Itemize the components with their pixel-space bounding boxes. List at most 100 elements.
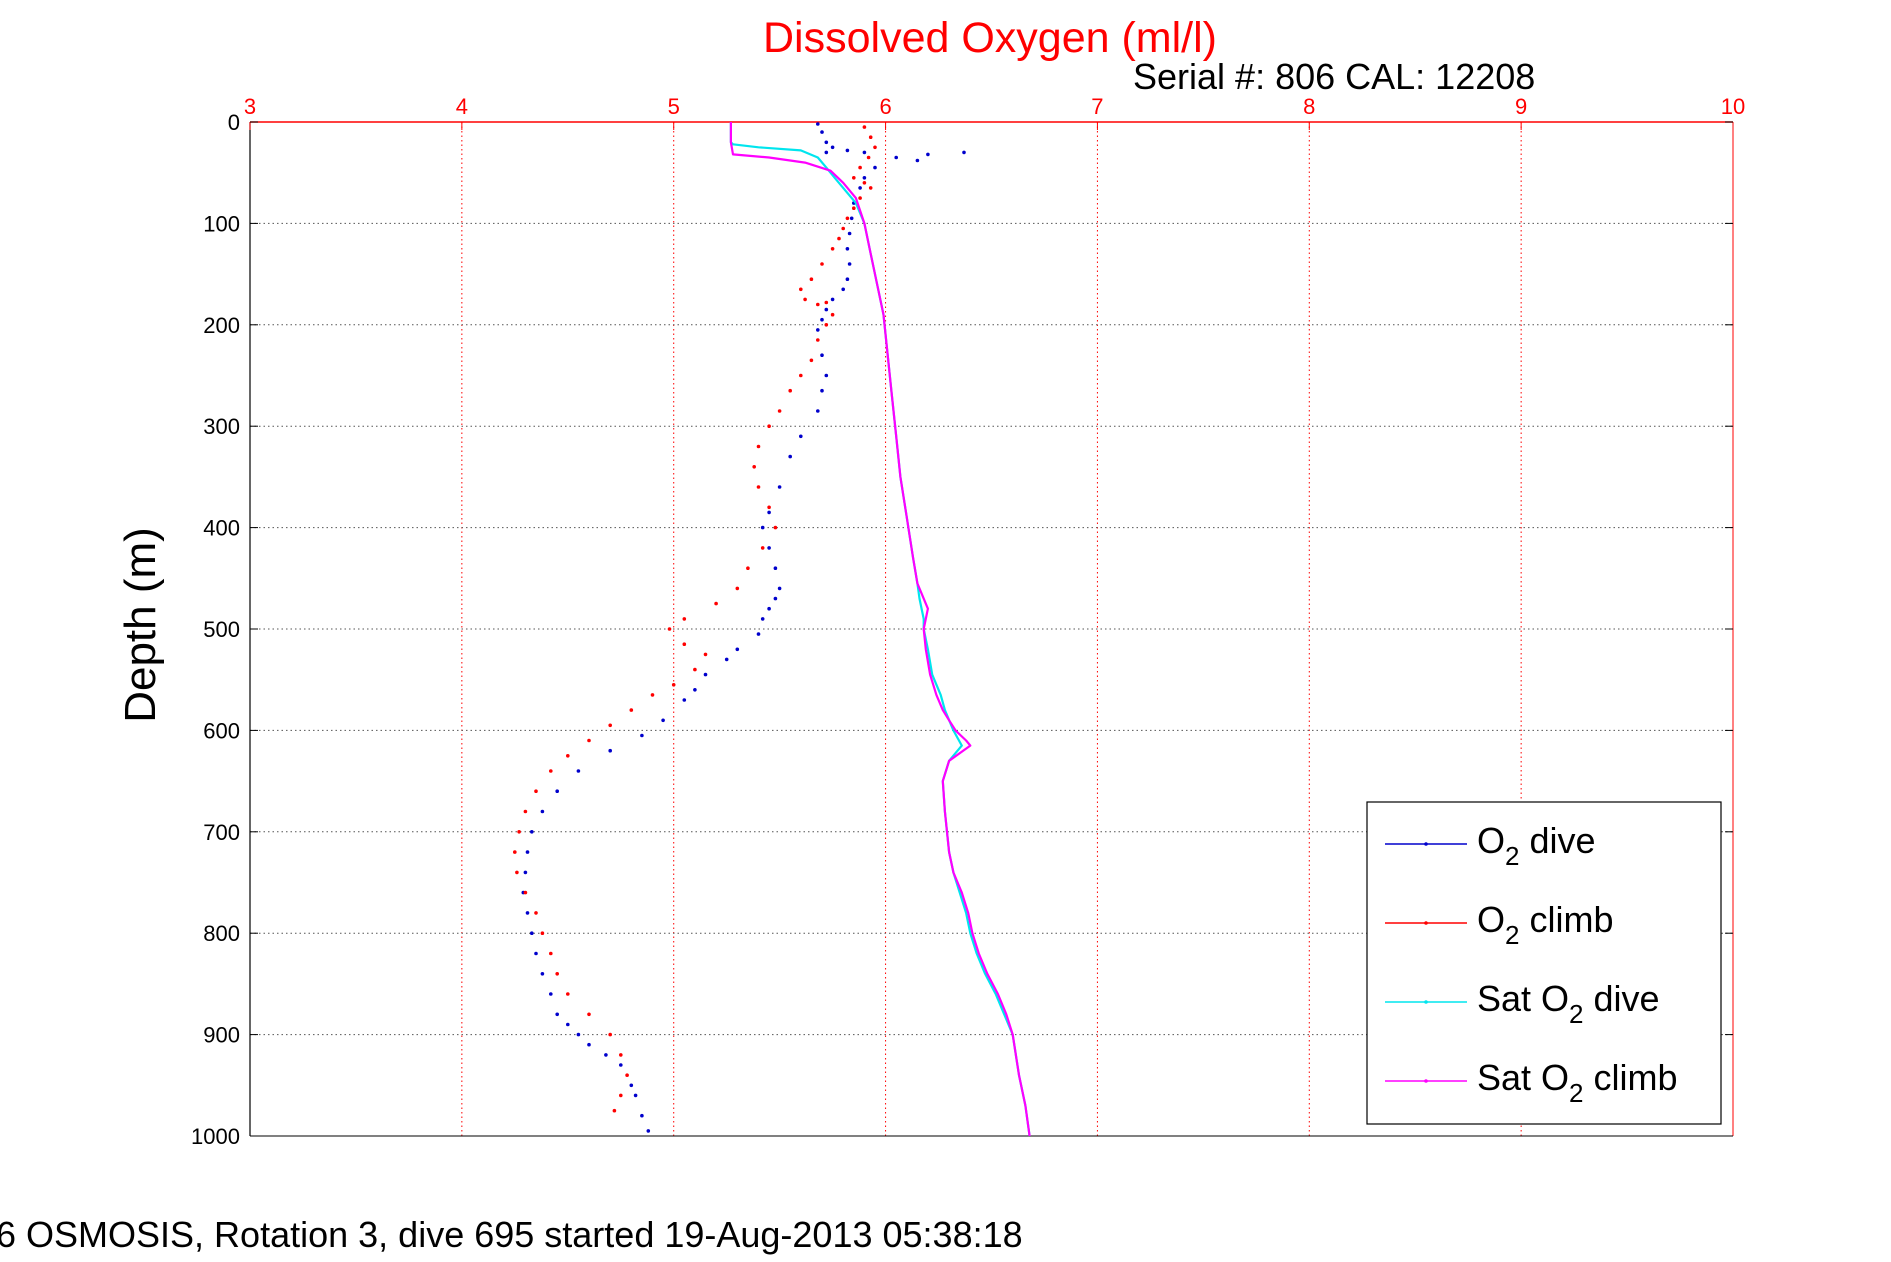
data-point: [640, 1113, 644, 1118]
x-tick-label: 3: [244, 94, 256, 119]
data-point: [837, 236, 841, 241]
data-point: [824, 150, 829, 155]
data-point: [788, 454, 792, 459]
data-point: [661, 718, 665, 723]
data-point: [788, 388, 792, 393]
legend-marker: [1424, 921, 1428, 925]
data-point: [845, 277, 850, 282]
chart-subtitle: Serial #: 806 CAL: 12208: [1133, 56, 1535, 97]
data-point: [816, 338, 820, 342]
data-point: [773, 566, 778, 570]
data-point: [862, 181, 867, 185]
data-point: [847, 262, 852, 266]
data-point: [760, 617, 765, 621]
data-point: [760, 546, 765, 550]
data-point: [824, 140, 829, 145]
data-point: [756, 632, 761, 636]
data-point: [862, 125, 867, 129]
data-point: [820, 388, 824, 393]
data-point: [777, 485, 782, 489]
data-point: [566, 754, 570, 758]
data-point: [587, 1042, 591, 1047]
data-point: [915, 158, 920, 163]
legend-label-o2-dive: O2 dive: [1477, 820, 1596, 871]
data-point: [799, 434, 803, 439]
data-point: [540, 809, 545, 814]
data-point: [513, 850, 517, 854]
x-tick-label: 10: [1721, 94, 1745, 119]
footer-caption: 6 OSMOSIS, Rotation 3, dive 695 started …: [0, 1214, 1023, 1255]
y-axis-label: Depth (m): [116, 527, 165, 723]
series-line-sat-o2-climb: [729, 122, 1031, 1137]
data-point: [830, 145, 835, 150]
y-tick-label: 800: [203, 921, 240, 946]
x-tick-label: 4: [456, 94, 468, 119]
series-layer: [513, 122, 1031, 1137]
legend: O2 dive O2 climb Sat O2 dive Sat O2 climb: [1366, 801, 1722, 1125]
data-point: [525, 911, 530, 915]
y-axis-ticks: 0 100 200 300 400 500 600 700 800 900 1000: [191, 110, 1733, 1149]
data-point: [525, 850, 530, 854]
y-tick-label: 300: [203, 414, 240, 439]
data-point: [566, 992, 570, 996]
series-o2-dive: [521, 122, 966, 1133]
x-tick-label: 5: [668, 94, 680, 119]
y-tick-label: 600: [203, 718, 240, 743]
data-point: [523, 809, 528, 814]
data-point: [682, 642, 687, 646]
data-point: [852, 206, 856, 210]
data-point: [549, 992, 553, 996]
data-point: [868, 135, 873, 139]
data-point: [830, 247, 835, 251]
y-tick-label: 400: [203, 516, 240, 541]
data-point: [816, 122, 820, 126]
data-point: [534, 789, 538, 793]
data-point: [619, 1093, 623, 1098]
series-o2-climb: [513, 125, 877, 1113]
data-point: [760, 525, 765, 530]
data-point: [530, 830, 534, 834]
data-point: [608, 748, 612, 753]
data-point: [847, 231, 852, 236]
data-point: [587, 738, 591, 743]
data-point: [803, 297, 807, 302]
data-point: [799, 287, 803, 292]
legend-label-sat-o2-climb: Sat O2 climb: [1477, 1057, 1678, 1108]
data-point: [926, 152, 930, 157]
data-point: [671, 683, 676, 687]
data-point: [735, 586, 740, 591]
data-point: [777, 409, 782, 413]
data-point: [756, 485, 761, 489]
legend-box: [1366, 801, 1722, 1125]
data-point: [703, 652, 708, 657]
data-point: [845, 216, 850, 221]
data-point: [612, 1108, 617, 1113]
data-point: [841, 226, 845, 231]
data-point: [530, 931, 534, 935]
data-point: [862, 150, 867, 155]
data-point: [767, 546, 771, 550]
chart-title: Dissolved Oxygen (ml/l): [763, 14, 1217, 62]
data-point: [809, 358, 814, 363]
data-point: [629, 1083, 634, 1088]
data-point: [549, 951, 553, 956]
legend-marker: [1424, 1079, 1428, 1083]
data-point: [852, 176, 856, 180]
data-point: [549, 769, 553, 773]
data-point: [820, 262, 824, 266]
data-point: [756, 444, 761, 449]
data-point: [604, 1053, 608, 1057]
data-point: [682, 617, 687, 621]
data-point: [809, 277, 814, 282]
data-point: [724, 657, 729, 662]
data-point: [646, 1129, 651, 1133]
data-point: [650, 693, 655, 697]
x-tick-label: 8: [1303, 94, 1315, 119]
legend-label-sat-o2-dive: Sat O2 dive: [1477, 978, 1660, 1029]
data-point: [746, 566, 750, 570]
data-point: [858, 165, 862, 170]
data-point: [703, 672, 708, 677]
legend-marker: [1424, 1000, 1428, 1004]
data-point: [633, 1093, 638, 1098]
data-point: [849, 216, 854, 221]
